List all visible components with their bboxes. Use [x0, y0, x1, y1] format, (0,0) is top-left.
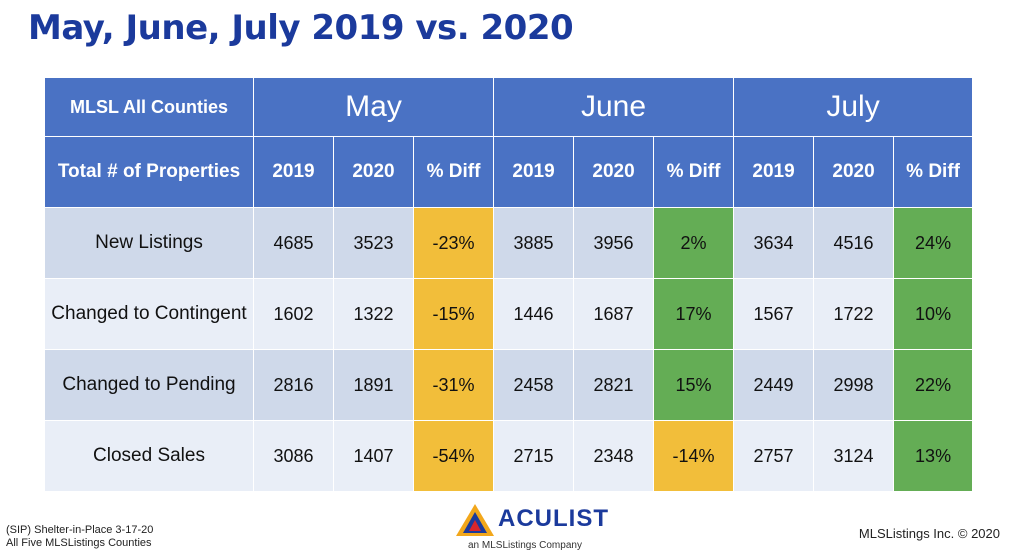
column-header: 2020	[813, 136, 895, 208]
logo-wordmark: ACULIST	[498, 505, 609, 532]
table-cell: 3523	[333, 207, 414, 279]
column-header: % Diff	[412, 136, 495, 208]
table-cell: 1722	[813, 278, 895, 350]
row-label: Changed to Contingent	[44, 278, 254, 350]
table-cell: 1322	[333, 278, 414, 350]
diff-cell: 24%	[893, 207, 974, 279]
table-cell: 1567	[733, 278, 815, 350]
page-title: May, June, July 2019 vs. 2020	[28, 8, 574, 48]
table-cell: 2998	[813, 349, 895, 421]
diff-cell: 15%	[653, 349, 735, 421]
diff-cell: -23%	[412, 207, 495, 279]
column-header: 2019	[493, 136, 575, 208]
table-cell: 2449	[733, 349, 815, 421]
row-label: New Listings	[44, 207, 254, 279]
diff-cell: -54%	[412, 420, 495, 492]
column-header: 2020	[573, 136, 655, 208]
month-header-may: May	[252, 77, 495, 137]
footer-note: (SIP) Shelter-in-Place 3-17-20 All Five …	[6, 524, 153, 550]
table-cell: 3086	[253, 420, 334, 492]
column-header: 2019	[733, 136, 815, 208]
table-cell: 1891	[333, 349, 414, 421]
table-row: Changed to Pending 2816 1891 -31% 2458 2…	[44, 349, 974, 421]
aculist-logo-icon	[456, 504, 494, 536]
table-cell: 2715	[493, 420, 575, 492]
column-header: 2019	[253, 136, 334, 208]
column-header: 2020	[333, 136, 414, 208]
diff-cell: -15%	[412, 278, 495, 350]
table-row: New Listings 4685 3523 -23% 3885 3956 2%…	[44, 207, 974, 279]
corner-top-label: MLSL All Counties	[44, 77, 254, 137]
table-cell: 2348	[573, 420, 655, 492]
aculist-logo: ACULIST an MLSListings Company	[452, 500, 608, 556]
diff-cell: 10%	[893, 278, 974, 350]
table-cell: 1602	[253, 278, 334, 350]
table-cell: 4516	[813, 207, 895, 279]
row-label: Changed to Pending	[44, 349, 254, 421]
logo-tagline: an MLSListings Company	[468, 540, 582, 551]
table-cell: 2821	[573, 349, 655, 421]
table-cell: 1446	[493, 278, 575, 350]
month-header-july: July	[733, 77, 974, 137]
table-cell: 1407	[333, 420, 414, 492]
table-cell: 2458	[493, 349, 575, 421]
footer-note-line-2: All Five MLSListings Counties	[6, 537, 152, 549]
diff-cell: 13%	[893, 420, 974, 492]
table-cell: 4685	[253, 207, 334, 279]
corner-bottom-label: Total # of Properties	[44, 136, 254, 208]
column-header: % Diff	[893, 136, 974, 208]
table-cell: 2816	[253, 349, 334, 421]
table-row: Changed to Contingent 1602 1322 -15% 144…	[44, 278, 974, 350]
diff-cell: -14%	[653, 420, 735, 492]
diff-cell: 22%	[893, 349, 974, 421]
table-cell: 3124	[813, 420, 895, 492]
table-cell: 2757	[733, 420, 815, 492]
table-cell: 3956	[573, 207, 655, 279]
copyright-text: MLSListings Inc. © 2020	[858, 526, 1000, 541]
column-header: % Diff	[653, 136, 735, 208]
row-label: Closed Sales	[44, 420, 254, 492]
diff-cell: 17%	[653, 278, 735, 350]
header-row-columns: Total # of Properties 2019 2020 % Diff 2…	[44, 136, 974, 208]
table-row: Closed Sales 3086 1407 -54% 2715 2348 -1…	[44, 420, 974, 492]
month-header-june: June	[493, 77, 735, 137]
header-row-months: MLSL All Counties May June July	[44, 77, 974, 137]
footer-note-line-1: (SIP) Shelter-in-Place 3-17-20	[6, 524, 154, 536]
table-cell: 3885	[493, 207, 575, 279]
table-cell: 3634	[733, 207, 815, 279]
diff-cell: -31%	[412, 349, 495, 421]
diff-cell: 2%	[653, 207, 735, 279]
data-table: MLSL All Counties May June July Total # …	[44, 77, 974, 492]
table-cell: 1687	[573, 278, 655, 350]
